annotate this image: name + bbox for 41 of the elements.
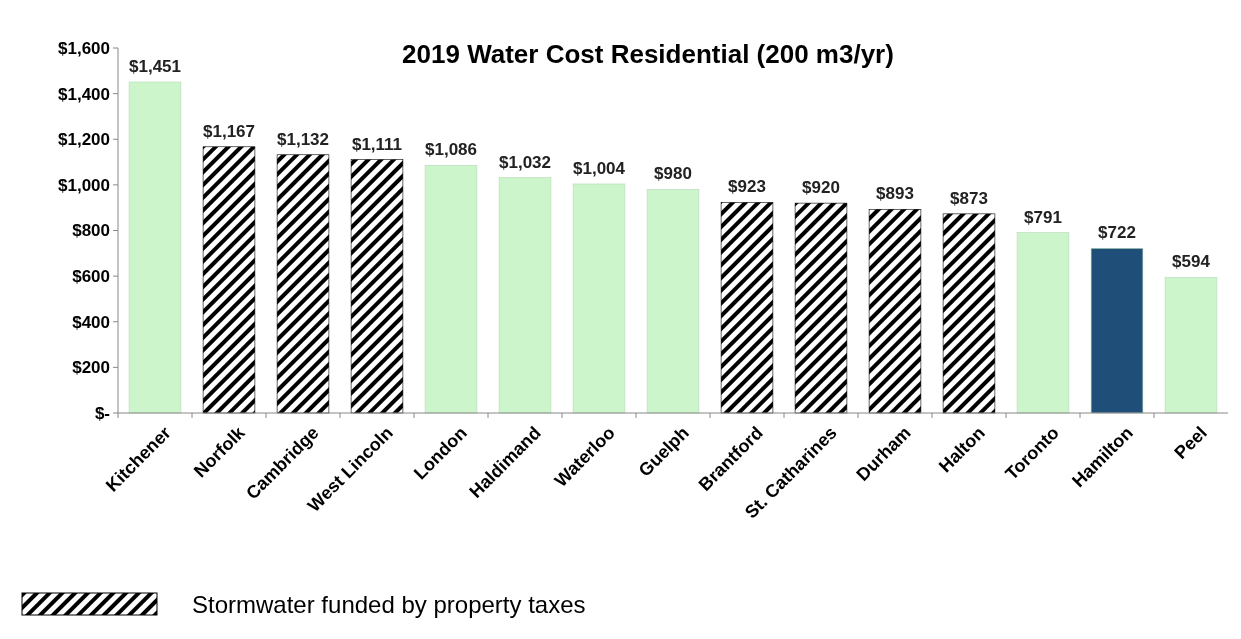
bar (350, 159, 404, 414)
bar (1090, 247, 1144, 414)
y-tick-label: $200 (72, 358, 110, 378)
bar (868, 208, 922, 414)
bar (202, 146, 256, 414)
data-label: $923 (728, 177, 766, 197)
y-tick-label: $- (94, 403, 110, 423)
data-label: $1,111 (351, 134, 403, 154)
data-label: $1,451 (129, 56, 181, 76)
y-tick-label: $1,200 (58, 130, 110, 150)
bar (720, 202, 774, 414)
data-label: $1,086 (425, 140, 477, 160)
y-tick-label: $800 (72, 221, 110, 241)
text: Stormwater funded by property taxes (192, 591, 586, 619)
bar (1016, 232, 1070, 414)
bar (572, 183, 626, 414)
bar (498, 177, 552, 414)
data-label: $1,004 (573, 158, 626, 178)
bar (276, 154, 330, 414)
data-label: $980 (654, 164, 692, 184)
bar (1164, 277, 1218, 414)
data-label: $1,167 (203, 121, 255, 141)
y-tick-label: $1,400 (58, 84, 110, 104)
data-label: $873 (950, 188, 988, 208)
chart-title: 2019 Water Cost Residential (200 m3/yr) (402, 39, 894, 69)
data-label: $893 (876, 184, 914, 204)
y-tick-label: $400 (72, 312, 110, 332)
y-tick-label: $1,000 (58, 175, 110, 195)
bar (794, 202, 848, 414)
bar (942, 213, 996, 414)
data-label: $1,132 (277, 129, 329, 149)
data-label: $594 (1172, 252, 1211, 272)
bar (424, 164, 478, 414)
y-tick-label: $1,600 (58, 38, 110, 58)
data-label: $1,032 (499, 152, 551, 172)
data-label: $791 (1024, 207, 1062, 227)
bar (128, 81, 182, 414)
bar (646, 189, 700, 414)
y-tick-label: $600 (72, 267, 110, 287)
data-label: $722 (1098, 223, 1136, 243)
data-label: $920 (802, 178, 840, 198)
